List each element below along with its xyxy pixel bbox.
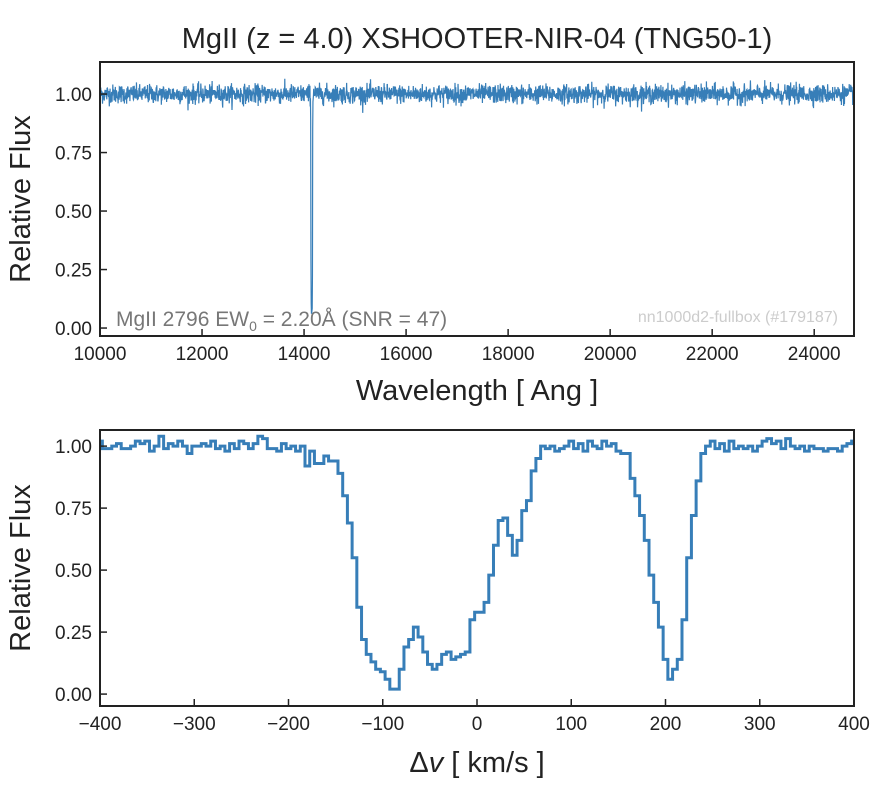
x-tick-label: 22000 [686,344,739,365]
x-tick-label: −200 [267,714,310,735]
x-tick-label: 200 [650,714,682,735]
y-tick-label: 0.75 [55,144,92,165]
y-tick-label: 0.25 [55,261,92,282]
chart-title: MgII (z = 4.0) XSHOOTER-NIR-04 (TNG50-1) [182,23,773,55]
y-axis-label: Relative Flux [5,484,37,652]
x-tick-label: 24000 [788,344,841,365]
y-axis-label: Relative Flux [5,115,37,283]
y-tick-label: 1.00 [55,437,92,458]
spectrum-axes: MgII 2796 EW0 = 2.20Å (SNR = 47) nn1000d… [5,61,855,407]
ew-annotation: MgII 2796 EW0 = 2.20Å (SNR = 47) [116,308,447,334]
x-tick-label: 12000 [176,344,229,365]
y-tick-label: 0.00 [55,685,92,706]
velocity-axes: Δv [ km/s ] Relative Flux −400 −300 −200 −1… [5,429,870,779]
axes-frame [99,429,855,707]
x-axis-label: Wavelength [ Ang ] [356,375,598,407]
x-tick-label: 100 [555,714,587,735]
x-tick-label: −300 [173,714,216,735]
y-tick-label: 0.75 [55,499,92,520]
x-tick-label: 10000 [74,344,127,365]
x-tick-label: −100 [361,714,404,735]
x-tick-label: 300 [744,714,776,735]
x-axis-label: Δv [ km/s ] [409,747,544,779]
velocity-profile-line [100,434,854,691]
x-tick-label: 400 [838,714,870,735]
y-tick-label: 1.00 [55,85,92,106]
axes-frame [99,61,855,337]
x-tick-label: 20000 [584,344,637,365]
x-tick-label: 18000 [482,344,535,365]
x-tick-label: 0 [472,714,483,735]
y-tick-label: 0.00 [55,319,92,340]
x-tick-label: −400 [79,714,122,735]
y-tick-label: 0.50 [55,561,92,582]
simulation-label: nn1000d2-fullbox (#179187) [638,309,838,326]
y-tick-label: 0.25 [55,623,92,644]
x-tick-label: 16000 [380,344,433,365]
y-tick-label: 0.50 [55,202,92,223]
x-tick-label: 14000 [278,344,331,365]
spectrum-line [99,78,855,314]
